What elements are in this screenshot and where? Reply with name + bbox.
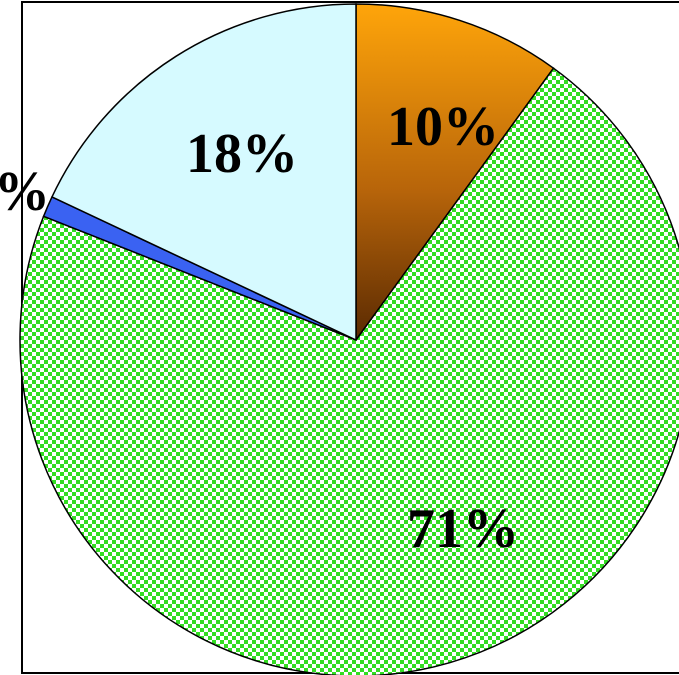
data-label-1: 71% (407, 498, 519, 560)
data-label-2: 1% (0, 161, 50, 223)
pie-slice-0 (355, 3, 555, 343)
data-label-3: 18% (186, 123, 298, 185)
pie-slice-1 (19, 67, 679, 675)
pie-labels: 10% 71% 1% 18% (0, 96, 519, 560)
data-label-0: 10% (387, 96, 499, 158)
pie-slices (19, 3, 679, 675)
pie-slice-3 (50, 3, 357, 342)
